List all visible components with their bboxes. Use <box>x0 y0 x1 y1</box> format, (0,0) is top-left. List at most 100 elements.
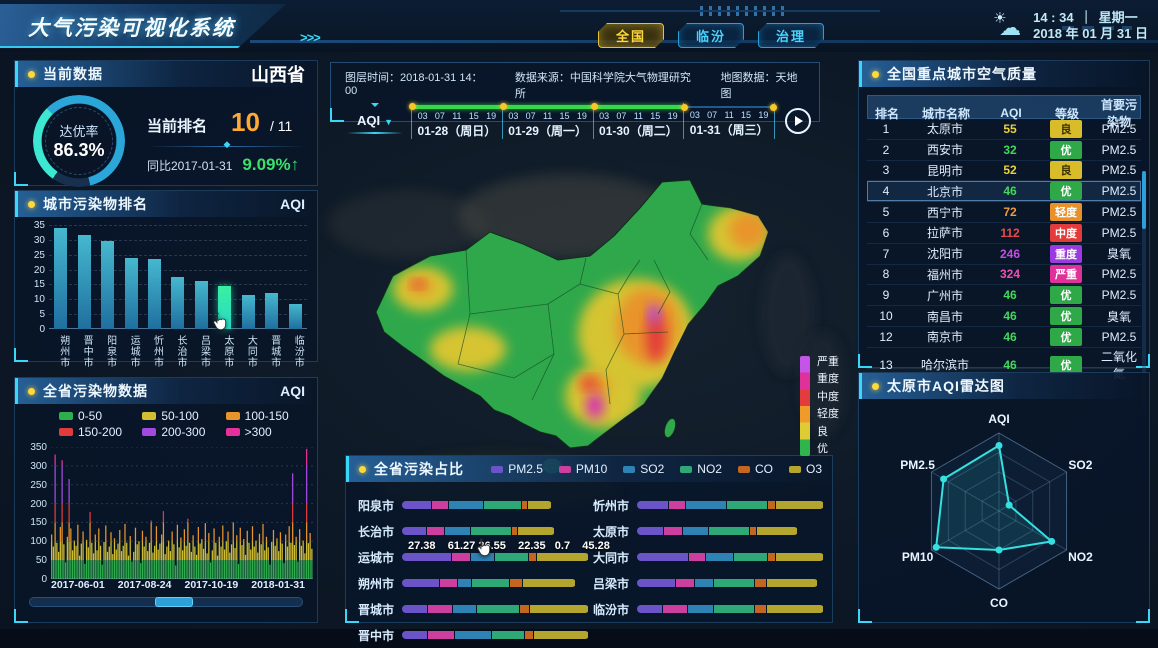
share-segment-PM10[interactable] <box>432 501 448 509</box>
table-scrollbar-thumb[interactable] <box>1142 171 1146 229</box>
share-segment-PM10[interactable] <box>676 579 694 587</box>
share-segment-PM10[interactable] <box>440 579 457 587</box>
share-segment-NO2[interactable] <box>709 527 749 535</box>
share-segment-O3[interactable] <box>530 605 588 613</box>
share-segment-PM2.5[interactable] <box>402 579 439 587</box>
share-segment-CO[interactable] <box>768 553 775 561</box>
share-segment-SO2[interactable] <box>445 527 470 535</box>
share-segment-PM10[interactable] <box>664 527 682 535</box>
share-segment-CO[interactable] <box>768 501 775 509</box>
share-segment-PM10[interactable] <box>452 553 470 561</box>
share-segment-PM10[interactable] <box>428 631 453 639</box>
share-segment-SO2[interactable] <box>458 579 471 587</box>
city-bar-朔州市[interactable] <box>54 228 67 329</box>
share-segment-PM2.5[interactable] <box>402 631 427 639</box>
share-segment-SO2[interactable] <box>706 553 733 561</box>
share-segment-SO2[interactable] <box>683 527 709 535</box>
share-segment-PM2.5[interactable] <box>637 501 668 509</box>
share-segment-O3[interactable] <box>523 579 575 587</box>
city-bar-忻州市[interactable] <box>148 259 161 329</box>
share-segment-PM10[interactable] <box>663 605 687 613</box>
city-bar-晋城市[interactable] <box>265 293 278 329</box>
cell-level: 严重 <box>1035 265 1097 283</box>
city-bar-吕梁市[interactable] <box>195 281 208 329</box>
share-segment-SO2[interactable] <box>449 501 483 509</box>
share-segment-O3[interactable] <box>757 527 797 535</box>
share-segment-O3[interactable] <box>767 579 818 587</box>
share-segment-NO2[interactable] <box>472 579 509 587</box>
share-segment-O3[interactable] <box>776 553 823 561</box>
city-bar-阳泉市[interactable] <box>101 241 114 329</box>
share-segment-NO2[interactable] <box>714 605 754 613</box>
share-segment-SO2[interactable] <box>453 605 477 613</box>
share-segment-O3[interactable] <box>528 501 551 509</box>
share-segment-PM2.5[interactable] <box>637 527 663 535</box>
share-segment-PM10[interactable] <box>427 527 445 535</box>
share-segment-CO[interactable] <box>525 631 532 639</box>
share-segment-PM2.5[interactable] <box>402 605 427 613</box>
share-segment-O3[interactable] <box>534 631 588 639</box>
play-button[interactable] <box>785 108 811 134</box>
share-segment-NO2[interactable] <box>734 553 767 561</box>
metric-dropdown[interactable]: AQI▼ <box>339 112 411 130</box>
share-segment-SO2[interactable] <box>686 501 726 509</box>
share-segment-CO[interactable] <box>510 579 522 587</box>
share-segment-CO[interactable] <box>520 605 529 613</box>
city-bar-长治市[interactable] <box>171 277 184 329</box>
share-segment-NO2[interactable] <box>477 605 519 613</box>
share-segment-CO[interactable] <box>755 579 766 587</box>
share-segment-NO2[interactable] <box>727 501 767 509</box>
share-segment-SO2[interactable] <box>688 605 713 613</box>
share-segment-NO2[interactable] <box>492 631 525 639</box>
share-segment-CO[interactable] <box>512 527 516 535</box>
nav-button-2[interactable]: 临汾 <box>678 23 744 48</box>
city-bar-运城市[interactable] <box>125 258 138 329</box>
share-segment-PM2.5[interactable] <box>637 605 662 613</box>
share-segment-PM2.5[interactable] <box>637 553 688 561</box>
share-segment-NO2[interactable] <box>714 579 754 587</box>
share-segment-O3[interactable] <box>518 527 555 535</box>
share-segment-O3[interactable] <box>776 501 823 509</box>
share-segment-O3[interactable] <box>767 605 823 613</box>
table-row[interactable]: 13哈尔滨市46优二氧化氮 <box>867 348 1141 369</box>
share-segment-PM2.5[interactable] <box>402 501 431 509</box>
nav-button-1[interactable]: 全国 <box>598 23 664 48</box>
share-segment-PM2.5[interactable] <box>402 527 426 535</box>
share-segment-PM2.5[interactable] <box>402 553 451 561</box>
share-segment-SO2[interactable] <box>455 631 491 639</box>
city-bar-临汾市[interactable] <box>289 304 302 329</box>
city-bar-晋中市[interactable] <box>78 235 91 329</box>
share-segment-PM2.5[interactable] <box>637 579 675 587</box>
share-segment-SO2[interactable] <box>695 579 713 587</box>
share-segment-CO[interactable] <box>755 605 766 613</box>
share-segment-PM10[interactable] <box>428 605 452 613</box>
share-segment-CO[interactable] <box>522 501 526 509</box>
nav-button-3[interactable]: 治理 <box>758 23 824 48</box>
city-bar-大同市[interactable] <box>242 295 255 329</box>
share-segment-NO2[interactable] <box>484 501 521 509</box>
series-scrollbar-thumb[interactable] <box>155 597 193 607</box>
share-segment-NO2[interactable] <box>471 527 511 535</box>
series-scrollbar[interactable] <box>29 597 303 607</box>
share-segment-CO[interactable] <box>750 527 755 535</box>
share-segment-CO[interactable] <box>529 553 536 561</box>
share-segment-PM10[interactable] <box>669 501 685 509</box>
share-segment-PM10[interactable] <box>689 553 705 561</box>
share-segment-O3[interactable] <box>537 553 588 561</box>
share-segment-NO2[interactable] <box>495 553 528 561</box>
